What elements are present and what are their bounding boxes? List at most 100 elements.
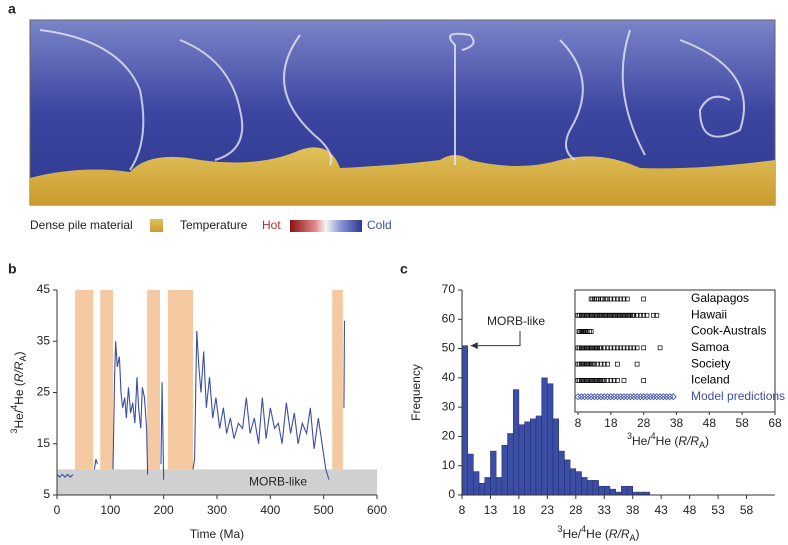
strip-point [641,345,647,351]
strip-point [628,345,633,351]
x-tick-label: 23 [541,503,555,517]
label-part: R/R [609,527,630,541]
bar [467,453,474,496]
morb-band [57,469,377,495]
inset-row-label: Cook-Australs [691,324,766,338]
bar [518,424,525,496]
legend-label: Dense pile material [30,218,133,232]
bar [473,471,480,496]
strip-point [605,296,610,302]
strip-point [641,312,647,318]
label-part: ) [636,527,640,541]
bar [598,485,605,496]
x-tick-label: 38 [626,503,640,517]
strip-point [605,361,610,367]
bar [461,345,468,496]
strip-point [594,393,602,401]
y-tick-label: 5 [43,487,50,501]
x-tick-label: 100 [100,503,120,517]
inset-x-axis-label: 3He/4He (R/RA) [627,431,709,450]
strip-point [631,345,637,351]
bar [626,485,633,496]
strip-point [620,393,628,401]
strip-point [651,312,656,318]
label-part: He ( [656,434,679,448]
strip-point [656,393,664,401]
bar [490,450,497,496]
label-part: He/ [12,409,26,428]
strip-point [590,393,598,401]
inset-x-tick-label: 28 [637,416,651,430]
label-part: He ( [12,382,26,405]
x-tick-label: 200 [154,503,174,517]
y-tick-label: 30 [442,399,456,413]
strip-point [611,345,617,351]
strip-point [615,296,620,302]
panel-label: b [8,261,17,277]
label-part: 4 [651,431,656,441]
inset-row-label: Model predictions [691,389,785,403]
strip-point [634,361,640,367]
y-axis-label: Frequency [409,364,423,421]
x-tick-label: 13 [484,503,498,517]
data-line [192,330,330,480]
shaded-interval [75,290,94,470]
strip-point [611,296,617,302]
strip-point [598,345,604,351]
x-tick-label: 58 [740,503,754,517]
strip-point [584,393,592,401]
inset-row-label: Iceland [691,373,730,387]
strip-point [618,345,624,351]
bar [547,383,554,496]
x-tick-label: 0 [54,503,61,517]
label-part: R/R [12,361,26,382]
annotation: MORB-like [487,314,545,328]
legend-label: Cold [367,218,392,232]
legend-colorbar [290,220,362,232]
strip-point [643,393,651,401]
strip-point [574,393,582,401]
strip-point [640,393,648,401]
y-tick-label: 10 [442,458,456,472]
inset-x-tick-label: 38 [670,416,684,430]
label-part: 4 [9,405,19,410]
legend-swatch [150,219,163,232]
inset-row-label: Society [691,356,730,370]
y-tick-label: 20 [442,429,456,443]
bar [581,477,588,496]
strip-point [611,378,617,383]
x-tick-label: 28 [569,503,583,517]
x-tick-label: 500 [314,503,334,517]
data-line [56,473,74,478]
inset-frame [574,289,776,413]
label-part: He/ [562,527,581,541]
simulation-image [29,19,776,206]
strip-point [623,393,631,401]
annotation-arrow [470,331,521,347]
bar [530,418,537,496]
x-tick-label: 300 [207,503,227,517]
strip-point [621,378,627,383]
bar [564,459,571,496]
strip-point [644,312,650,318]
label-part: 3 [9,429,19,434]
bar [507,433,514,496]
data-line [112,341,149,475]
y-tick-label: 35 [37,333,51,347]
strip-point [649,393,658,401]
strip-point [601,378,607,383]
data-line [93,458,99,470]
label-part: R/R [678,434,699,448]
x-tick-label: 400 [260,503,280,517]
inset-x-tick-label: 18 [604,416,618,430]
strip-point [600,296,605,302]
bar [535,415,542,496]
strip-point [588,329,594,334]
strip-point [615,378,620,383]
y-tick-label: 25 [37,385,51,399]
strip-point [587,393,595,401]
strip-point [601,345,607,351]
x-tick-label: 33 [598,503,612,517]
strip-point [605,345,610,351]
strip-point [597,393,605,401]
